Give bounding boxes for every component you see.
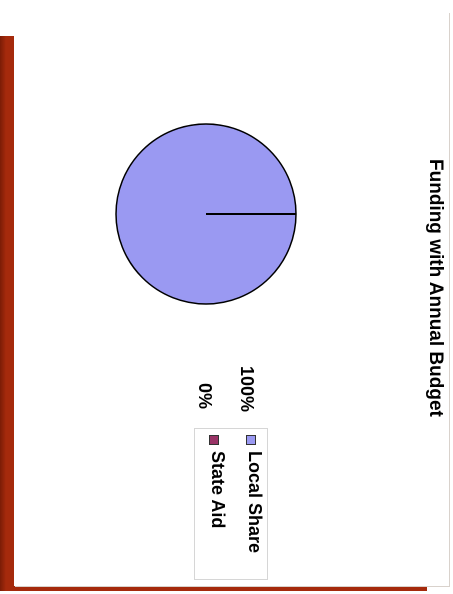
- pie-chart: [115, 123, 297, 305]
- pie: [115, 123, 297, 305]
- slide-backdrop-edge: [0, 36, 6, 591]
- legend-swatch-state-aid: [209, 435, 219, 445]
- legend: [194, 428, 268, 580]
- data-label-local-share: 100%: [237, 366, 257, 413]
- legend-swatch-local-share: [246, 435, 256, 445]
- legend-label-local-share: Local Share: [245, 451, 265, 554]
- data-label-state-aid: 0%: [195, 383, 215, 410]
- chart-title: Funding with Annual Budget: [425, 159, 446, 417]
- legend-label-state-aid: State Aid: [208, 451, 228, 529]
- slide: Funding with Annual Budget 100% 0% Local…: [14, 12, 449, 586]
